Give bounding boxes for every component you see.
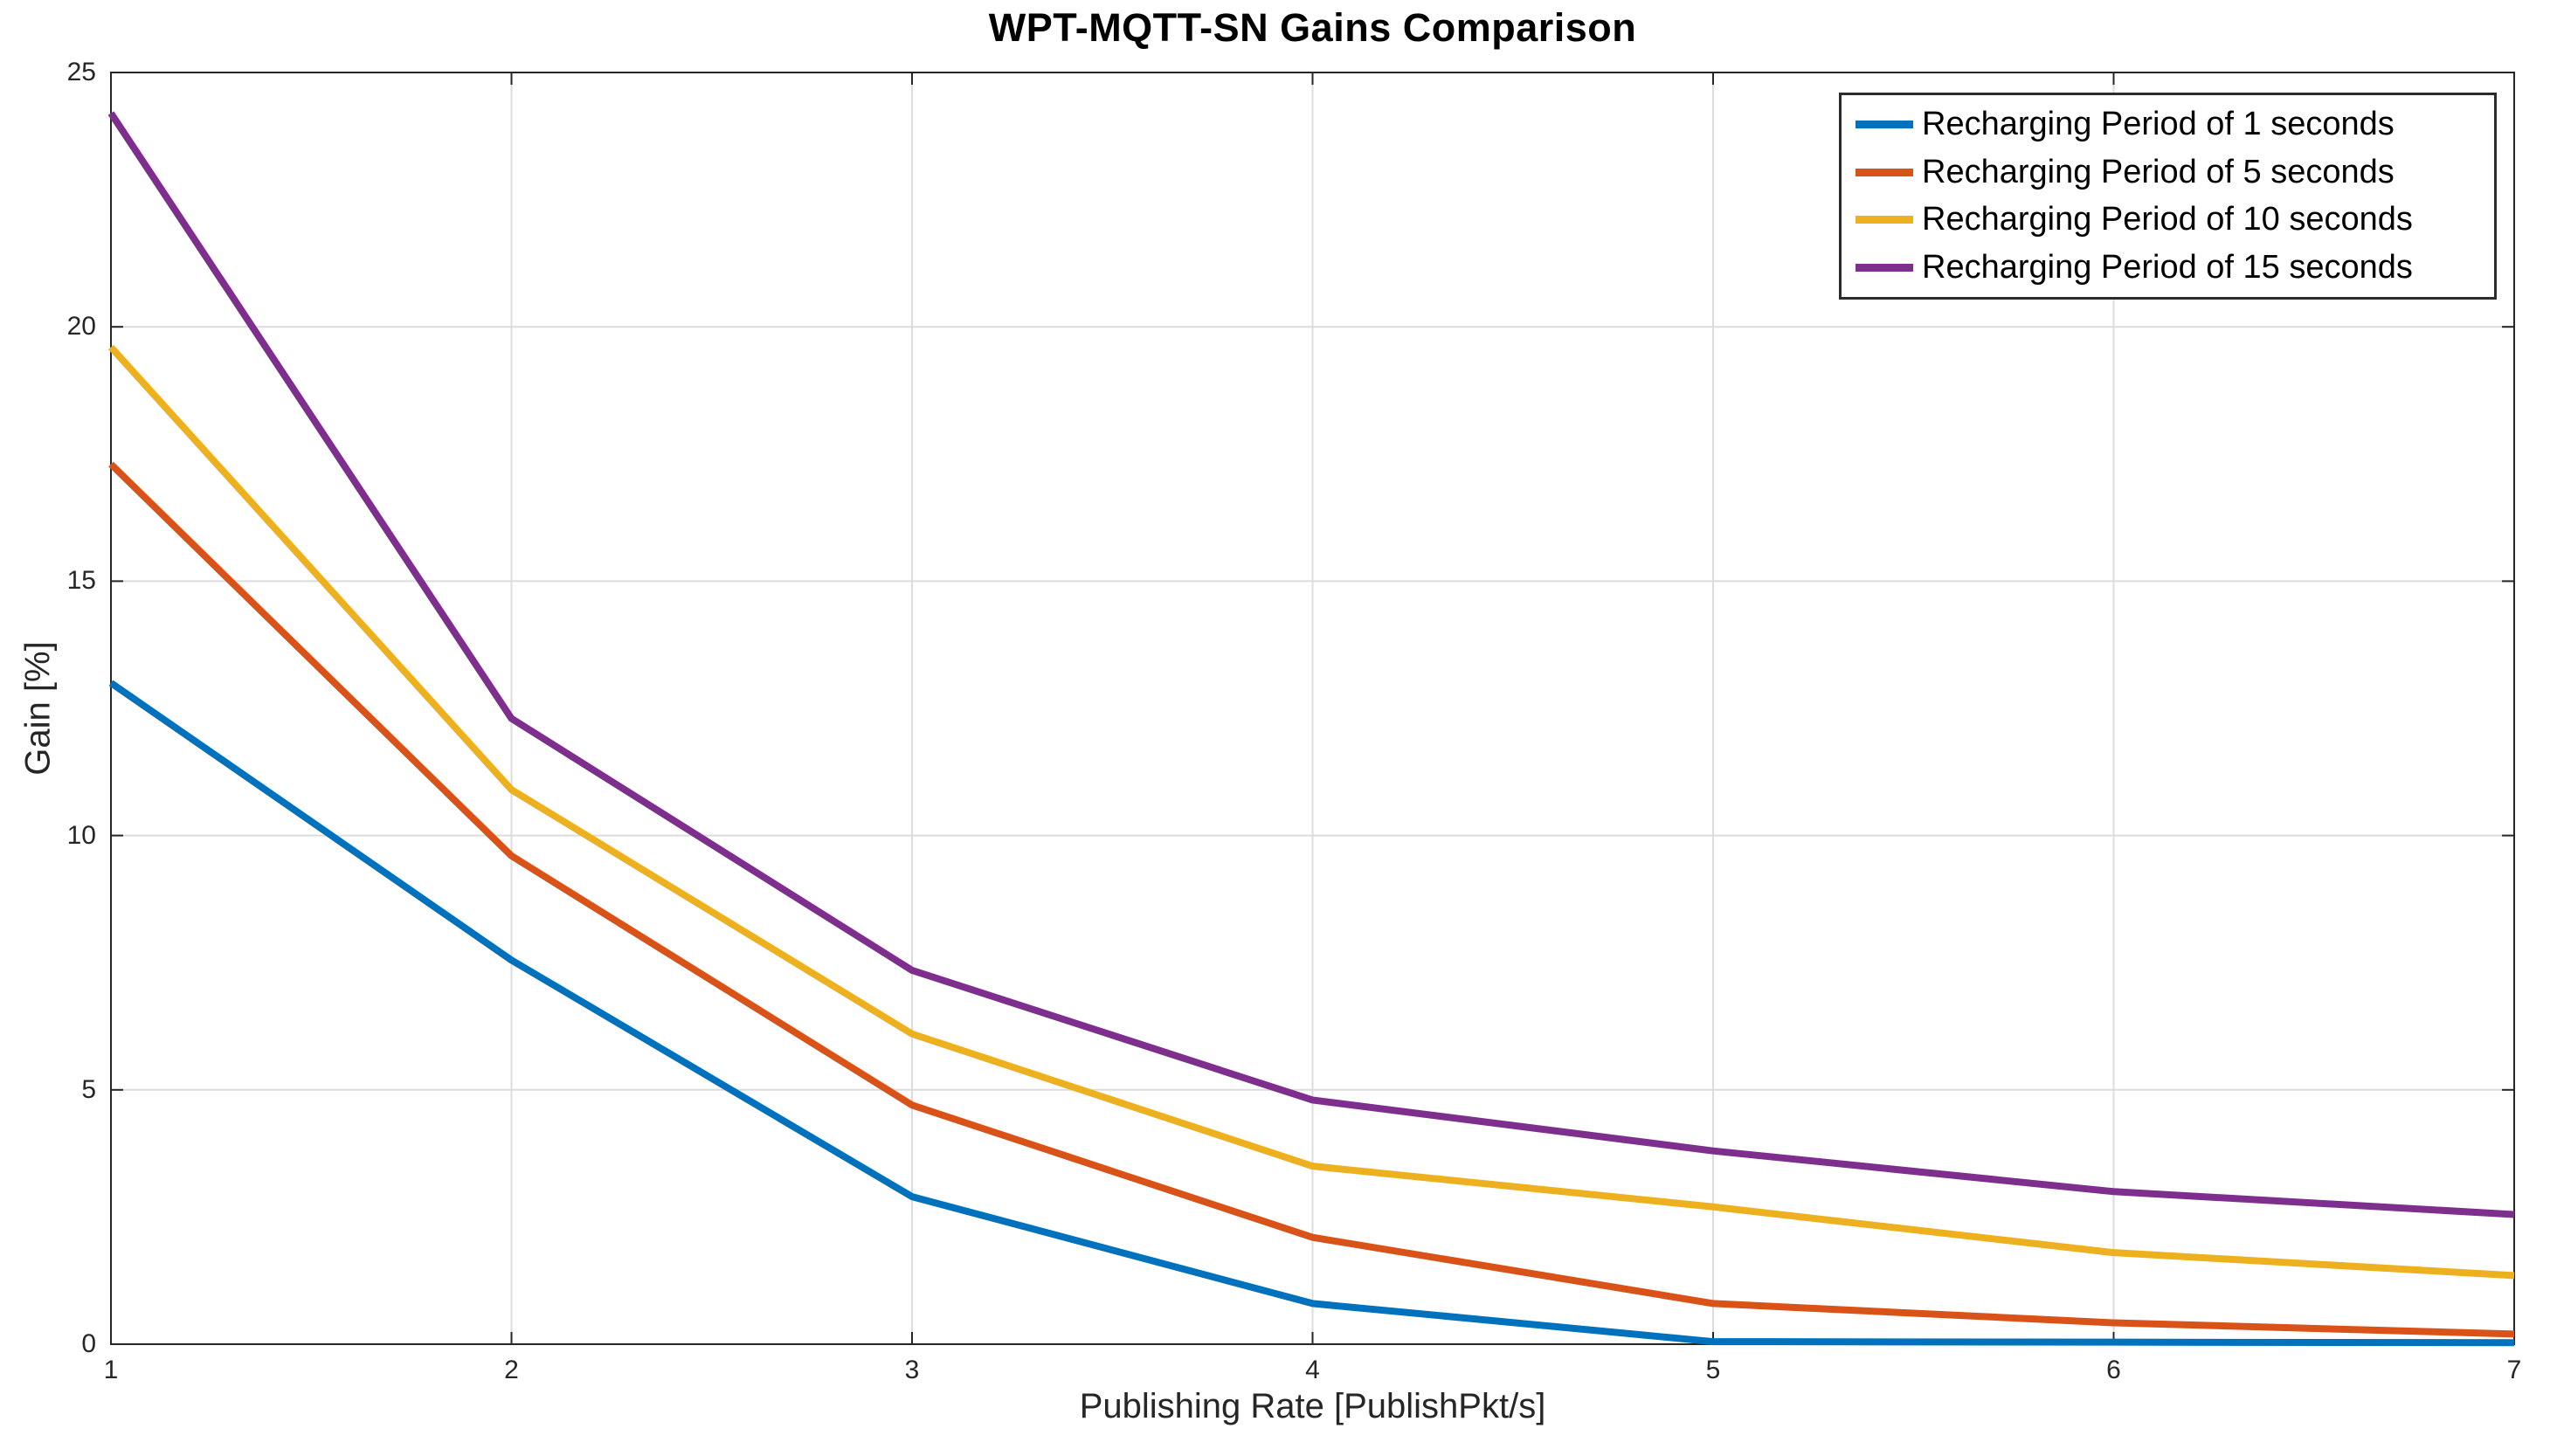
series-line <box>108 344 2515 1280</box>
legend-item: Recharging Period of 10 seconds <box>1856 201 2494 238</box>
legend-line-swatch <box>1856 264 1913 273</box>
y-tick-label: 0 <box>81 1329 96 1358</box>
x-tick-label: 7 <box>2506 1356 2522 1384</box>
y-tick-label: 15 <box>66 566 96 596</box>
legend: Recharging Period of 1 seconds Rechargin… <box>1839 93 2497 300</box>
legend-item-label: Recharging Period of 15 seconds <box>1922 249 2413 286</box>
y-tick-label: 5 <box>81 1074 96 1104</box>
x-tick-label: 5 <box>1705 1356 1721 1384</box>
x-tick-label: 6 <box>2106 1356 2121 1384</box>
x-tick-label: 3 <box>904 1356 920 1384</box>
legend-item-label: Recharging Period of 1 seconds <box>1922 105 2395 142</box>
series-line <box>108 461 2515 1338</box>
x-axis-label: Publishing Rate [PublishPkt/s] <box>1079 1387 1546 1425</box>
chart-title: WPT-MQTT-SN Gains Comparison <box>988 5 1637 50</box>
x-tick-label: 4 <box>1305 1356 1320 1384</box>
legend-item-label: Recharging Period of 10 seconds <box>1922 201 2413 238</box>
legend-item-label: Recharging Period of 5 seconds <box>1922 153 2395 190</box>
legend-item: Recharging Period of 1 seconds <box>1856 106 2494 143</box>
x-tick-label: 2 <box>504 1356 519 1384</box>
y-axis-label: Gain [%] <box>18 641 58 776</box>
legend-line-swatch <box>1856 120 1913 128</box>
series-line <box>107 111 2515 1218</box>
legend-item: Recharging Period of 15 seconds <box>1856 249 2494 286</box>
legend-line-swatch <box>1856 216 1913 224</box>
x-tick-label: 1 <box>103 1356 119 1384</box>
legend-item: Recharging Period of 5 seconds <box>1856 154 2494 191</box>
series-line <box>108 680 2515 1347</box>
legend-line-swatch <box>1856 168 1913 176</box>
y-tick-label: 25 <box>66 58 96 86</box>
y-tick-label: 10 <box>66 820 96 850</box>
y-tick-label: 20 <box>66 312 96 342</box>
